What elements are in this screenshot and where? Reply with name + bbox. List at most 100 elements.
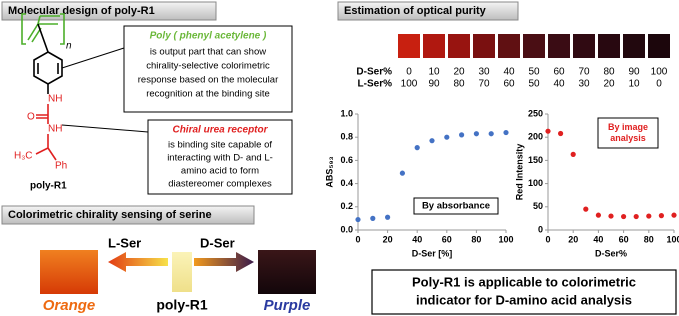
annotation: By absorbance [422,201,490,212]
header: Colorimetric chirality sensing of serine [8,209,212,221]
table-cell: 90 [428,79,440,90]
arrow-label: L-Ser [108,235,141,250]
callout-text: chirality-selective colorimetric [146,61,270,72]
point [558,131,563,136]
callout-title: Chiral urea receptor [172,125,268,136]
mol-name: poly-R1 [30,181,67,192]
vial [473,34,495,58]
arrow-label: D-Ser [200,235,235,250]
y-tick-label: 0.6 [340,155,353,165]
conclusion: indicator for D-amino acid analysis [416,292,632,307]
vial [498,34,520,58]
table-cell: 100 [651,67,668,78]
point [596,213,601,218]
x-label: D-Ser% [595,248,627,258]
arrow [108,252,168,272]
table-cell: 40 [553,79,565,90]
header: Estimation of optical purity [344,5,487,17]
table-cell: 50 [528,79,540,90]
table-cell: 40 [503,67,515,78]
mol-label: NH [48,124,62,135]
table-cell: 0 [406,67,412,78]
point [583,207,588,212]
color-label: Purple [264,297,311,314]
point [370,216,375,221]
callout-text: interacting with D- and L- [167,153,273,164]
y-label: ABS₅₉₃ [324,156,334,187]
table-cell: 60 [503,79,515,90]
table-cell: 30 [578,79,590,90]
point [621,214,626,219]
x-tick-label: 0 [545,234,550,244]
x-tick-label: 20 [383,234,393,244]
callout-text: diastereomer complexes [168,179,272,190]
table-cell: 70 [478,79,490,90]
x-label: D-Ser [%] [412,248,453,258]
mol-label: Ph [55,161,67,172]
vial [623,34,645,58]
point [608,213,613,218]
table-cell: 0 [656,79,662,90]
vial [448,34,470,58]
mol-label: O [27,112,35,123]
x-tick-label: 80 [644,234,654,244]
vial [548,34,570,58]
table-cell: 90 [628,67,640,78]
table-label: L-Ser% [358,79,393,90]
table-cell: 60 [553,67,565,78]
y-tick-label: 1.0 [340,108,353,118]
y-tick-label: 0.2 [340,201,353,211]
vial [573,34,595,58]
x-tick-label: 40 [593,234,603,244]
point [634,214,639,219]
callout-text: amino acid to form [181,166,259,177]
mol-label: H₃C [14,151,33,162]
table-cell: 100 [401,79,418,90]
vial [598,34,620,58]
mol-label: n [66,41,72,52]
vial [523,34,545,58]
y-tick-label: 50 [533,201,543,211]
y-label: Red Intensity [514,144,524,201]
point [429,138,434,143]
x-tick-label: 80 [471,234,481,244]
table-cell: 20 [603,79,615,90]
callout-text: recognition at the binding site [146,89,270,100]
vial [398,34,420,58]
color-label: poly-R1 [156,297,208,313]
pointer [62,125,148,132]
y-tick-label: 0.4 [340,178,353,188]
x-tick-label: 40 [412,234,422,244]
vial [40,250,98,294]
x-tick-label: 20 [568,234,578,244]
y-tick-label: 0.8 [340,132,353,142]
point [415,145,420,150]
point [385,215,390,220]
callout-text: response based on the molecular [138,75,278,86]
vial [258,250,316,294]
y-tick-label: 150 [528,155,543,165]
table-cell: 10 [628,79,640,90]
y-tick-label: 250 [528,108,543,118]
graphical-abstract: Molecular design of poly-R1 n NH O NH H₃… [0,0,679,316]
vial-strip [398,34,670,58]
x-tick-label: 100 [498,234,513,244]
x-tick-label: 100 [666,234,679,244]
point [646,213,651,218]
point [671,213,676,218]
table-cell: 10 [428,67,440,78]
header: Molecular design of poly-R1 [8,5,155,17]
point [659,213,664,218]
vial [648,34,670,58]
table-cell: 80 [453,79,465,90]
molecule [22,14,64,160]
point [459,132,464,137]
x-tick-label: 60 [619,234,629,244]
point [444,135,449,140]
conclusion: Poly-R1 is applicable to colorimetric [412,274,636,289]
point [400,171,405,176]
callout-title: Poly ( phenyl acetylene ) [150,31,267,42]
y-tick-label: 0.0 [340,224,353,234]
table-cell: 50 [528,67,540,78]
